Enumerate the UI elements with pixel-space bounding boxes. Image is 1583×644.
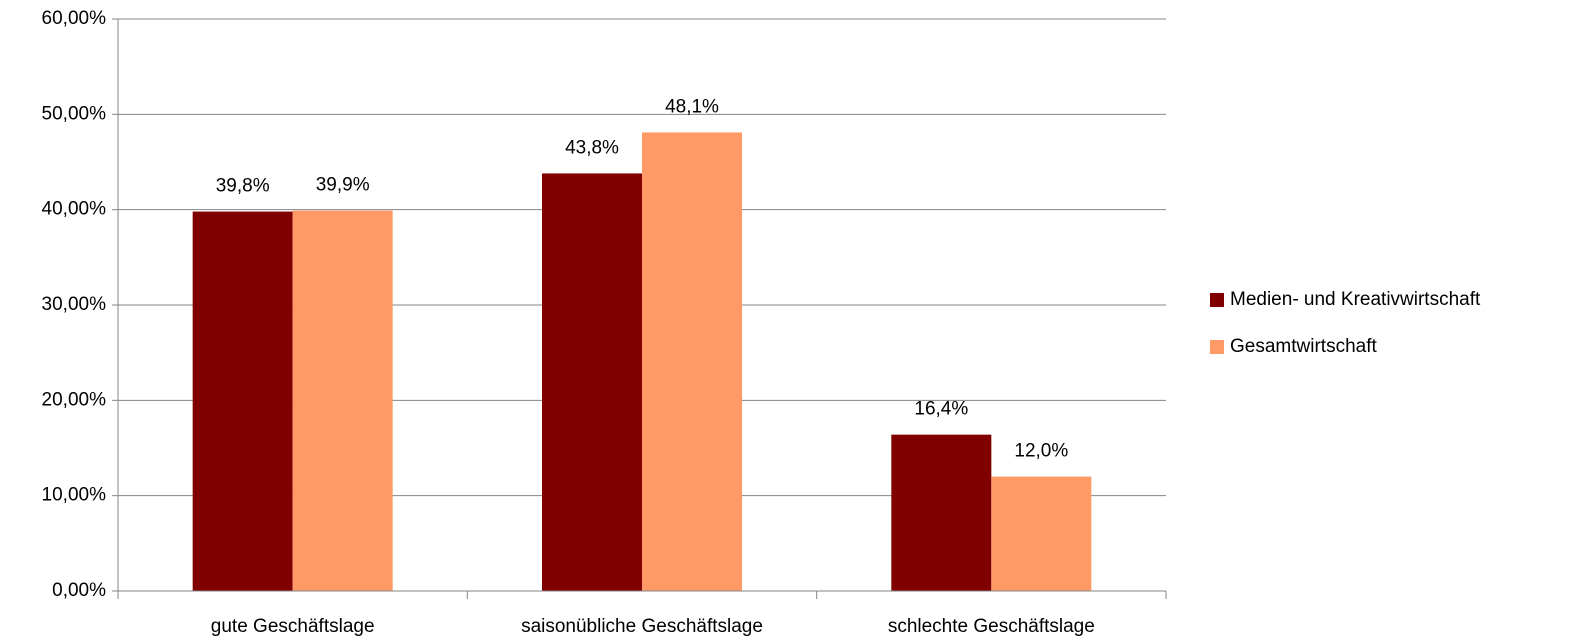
legend-label: Gesamtwirtschaft xyxy=(1230,336,1377,357)
legend-label: Medien- und Kreativwirtschaft xyxy=(1230,289,1481,310)
y-tick-label: 0,00% xyxy=(52,580,106,601)
bar xyxy=(642,132,742,592)
legend-swatch xyxy=(1210,340,1224,354)
x-tick-label: saisonübliche Geschäftslage xyxy=(521,616,763,637)
value-label: 43,8% xyxy=(565,137,619,158)
value-label: 16,4% xyxy=(914,399,968,420)
y-tick-label: 40,00% xyxy=(42,199,107,220)
x-tick-label: gute Geschäftslage xyxy=(211,616,375,637)
bar xyxy=(292,210,393,591)
y-tick-label: 50,00% xyxy=(42,103,107,124)
value-label: 39,9% xyxy=(316,175,370,196)
value-label: 12,0% xyxy=(1014,441,1068,462)
y-tick-label: 30,00% xyxy=(42,294,107,315)
y-tick-label: 20,00% xyxy=(42,389,107,410)
legend-swatch xyxy=(1210,293,1224,307)
value-label: 48,1% xyxy=(665,96,719,117)
y-tick-label: 10,00% xyxy=(42,485,107,506)
value-label: 39,8% xyxy=(216,176,270,197)
y-tick-label: 60,00% xyxy=(42,8,107,29)
bar xyxy=(891,434,992,591)
x-tick-label: schlechte Geschäftslage xyxy=(888,616,1095,637)
bar xyxy=(192,211,293,591)
bar xyxy=(542,173,642,591)
bar xyxy=(991,476,1092,591)
